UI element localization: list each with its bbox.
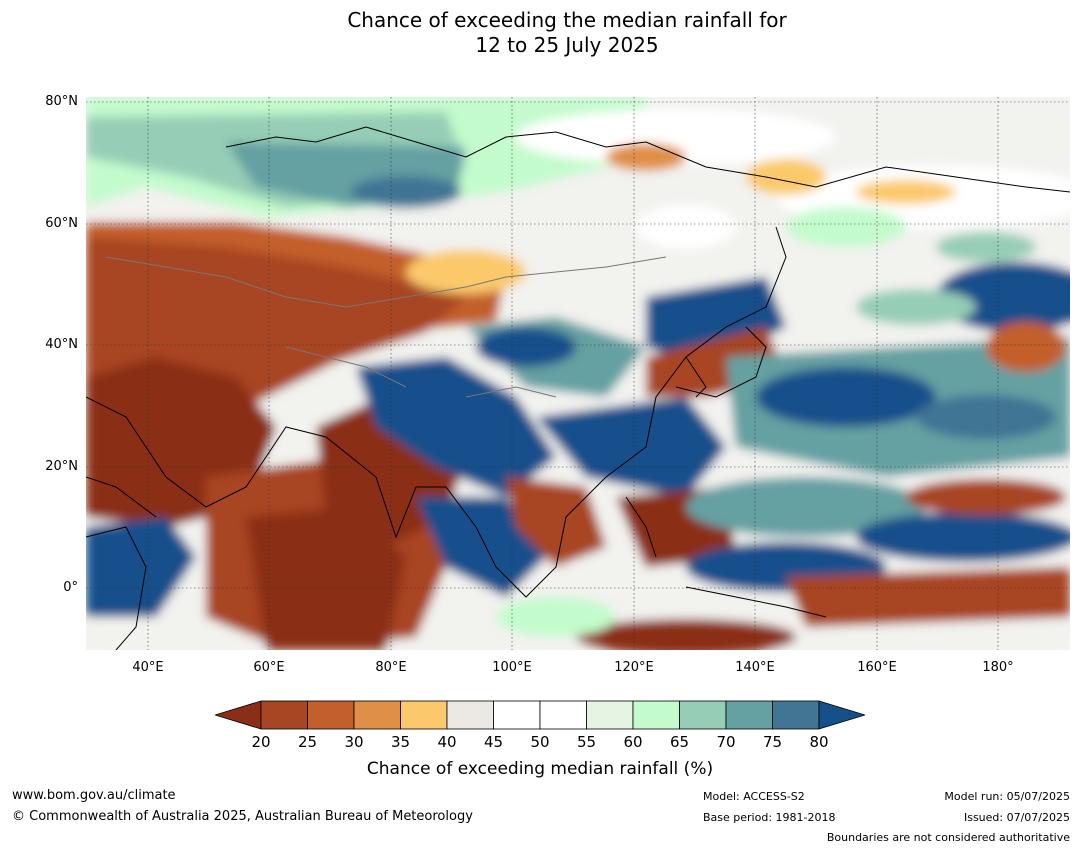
colorbar	[215, 700, 865, 730]
colorbar-tick-80: 80	[809, 733, 829, 751]
colorbar-tick-65: 65	[669, 733, 690, 751]
graticule	[86, 97, 1070, 650]
colorbar-tick-30: 30	[344, 733, 364, 751]
lat-label-80n: 80°N	[45, 94, 78, 109]
coastlines	[86, 126, 1070, 650]
colorbar-tick-55: 55	[576, 733, 597, 751]
title-line-2: 12 to 25 July 2025	[475, 33, 659, 57]
lon-label-60e: 60°E	[253, 660, 285, 675]
copyright-text: © Commonwealth of Australia 2025, Austra…	[12, 809, 473, 824]
colorbar-bin-55-60	[586, 700, 634, 730]
colorbar-tick-60: 60	[623, 733, 643, 751]
colorbar-tick-20: 20	[251, 733, 271, 751]
colorbar-tick-50: 50	[530, 733, 550, 751]
colorbar-tick-70: 70	[716, 733, 736, 751]
lon-label-180: 180°	[982, 660, 1014, 675]
colorbar-bin-20-25	[260, 700, 308, 730]
colorbar-bin-35-40	[400, 700, 448, 730]
rainfall-probability-map	[86, 97, 1070, 650]
colorbar-bin-65-70	[679, 700, 727, 730]
colorbar-tick-75: 75	[762, 733, 783, 751]
colorbar-bin-45-50	[493, 700, 541, 730]
colorbar-tick-40: 40	[437, 733, 457, 751]
lat-label-equator: 0°	[63, 580, 78, 595]
colorbar-bin-75-80	[772, 700, 820, 730]
colorbar-tick-25: 25	[297, 733, 318, 751]
colorbar-bin-40-45	[446, 700, 494, 730]
lon-label-140e: 140°E	[735, 660, 775, 675]
lon-label-120e: 120°E	[614, 660, 654, 675]
lon-label-40e: 40°E	[132, 660, 164, 675]
colorbar-bin-60-65	[632, 700, 680, 730]
rainfall-field	[86, 97, 1070, 650]
colorbar-bin-30-35	[353, 700, 401, 730]
colorbar-tick-45: 45	[483, 733, 504, 751]
lon-label-80e: 80°E	[375, 660, 407, 675]
model-run-date: Model run: 05/07/2025	[944, 790, 1070, 803]
colorbar-bin-25-30	[307, 700, 355, 730]
lon-label-160e: 160°E	[857, 660, 897, 675]
model-name: Model: ACCESS-S2	[703, 790, 805, 803]
website-link[interactable]: www.bom.gov.au/climate	[12, 788, 176, 803]
title-line-1: Chance of exceeding the median rainfall …	[347, 8, 787, 32]
colorbar-bin-70-75	[725, 700, 773, 730]
lat-label-40n: 40°N	[45, 337, 78, 352]
colorbar-high-extension	[818, 700, 865, 730]
country-boundaries	[105, 256, 667, 398]
lon-label-100e: 100°E	[492, 660, 532, 675]
base-period: Base period: 1981-2018	[703, 811, 836, 824]
issued-date: Issued: 07/07/2025	[963, 811, 1070, 824]
map-canvas	[86, 97, 1070, 650]
map-title: Chance of exceeding the median rainfall …	[0, 8, 1081, 58]
lat-label-60n: 60°N	[45, 216, 78, 231]
lat-label-20n: 20°N	[45, 459, 78, 474]
boundaries-disclaimer: Boundaries are not considered authoritat…	[826, 831, 1070, 844]
colorbar-tick-35: 35	[390, 733, 411, 751]
colorbar-title: Chance of exceeding median rainfall (%)	[366, 759, 714, 779]
colorbar-low-extension	[215, 700, 262, 730]
colorbar-bin-50-55	[539, 700, 587, 730]
